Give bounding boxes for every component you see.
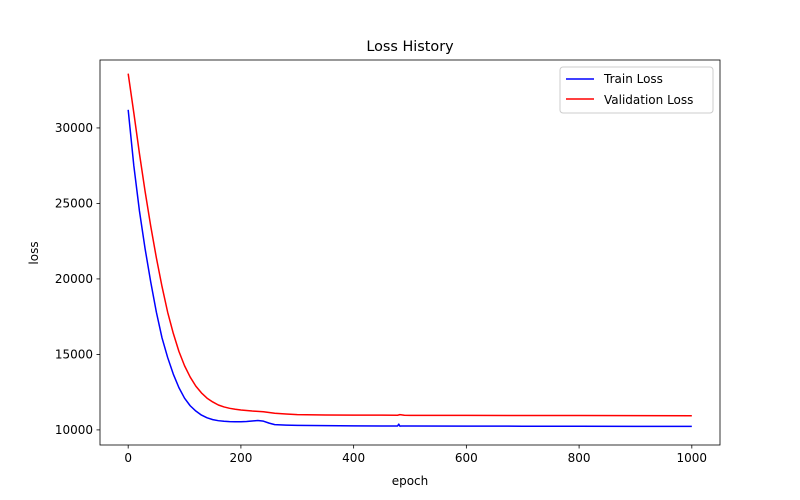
y-tick-label: 20000 [55, 272, 93, 286]
x-tick-label: 200 [229, 451, 252, 465]
x-tick-label: 800 [568, 451, 591, 465]
legend-label-train-loss: Train Loss [603, 72, 663, 86]
y-axis-ticks: 10000 15000 20000 25000 30000 [55, 121, 100, 437]
series-layer [127, 73, 692, 428]
x-tick-label: 600 [455, 451, 478, 465]
y-axis-label: loss [27, 241, 41, 264]
y-tick-label: 25000 [55, 196, 93, 210]
series-line-validation-loss [127, 73, 692, 417]
x-tick-label: 0 [124, 451, 132, 465]
x-tick-label: 1000 [677, 451, 708, 465]
y-tick-label: 10000 [55, 423, 93, 437]
plot-area [99, 59, 721, 446]
x-axis-label: epoch [392, 474, 429, 488]
y-tick-label: 30000 [55, 121, 93, 135]
chart-title: Loss History [366, 39, 454, 55]
legend-box [559, 66, 714, 114]
x-axis-ticks: 0 200 400 600 800 1000 [124, 445, 707, 465]
series-line-train-loss [127, 109, 692, 428]
y-tick-label: 15000 [55, 347, 93, 361]
x-tick-label: 400 [342, 451, 365, 465]
legend-label-validation-loss: Validation Loss [604, 93, 693, 107]
legend: Train Loss Validation Loss [559, 66, 714, 114]
